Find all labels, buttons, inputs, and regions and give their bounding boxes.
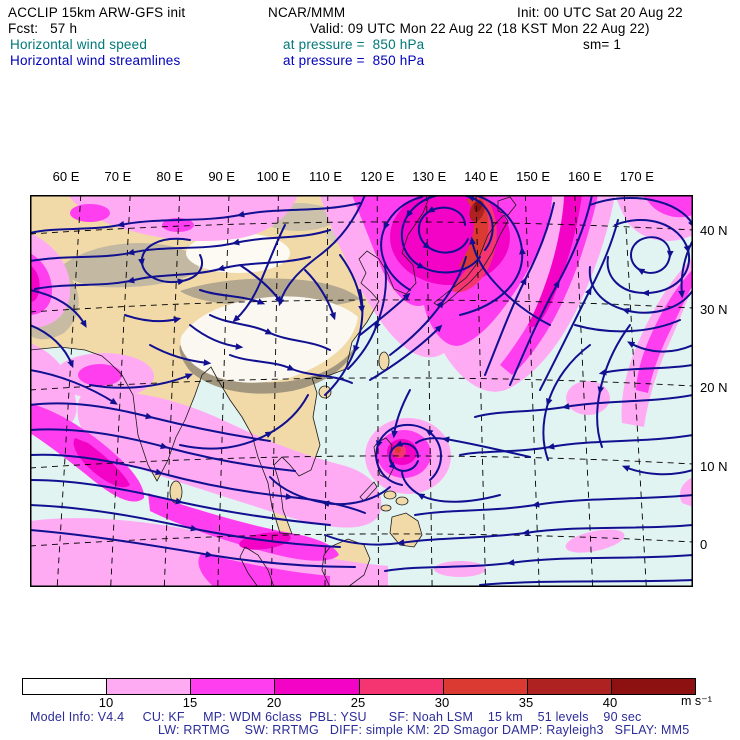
lon-tick-label: 160 E	[568, 169, 602, 184]
colorbar-tick-labels: 10 15 20 25 30 35 40	[22, 695, 694, 710]
field2-name: Horizontal wind streamlines	[10, 53, 181, 68]
lon-tick-label: 120 E	[360, 169, 395, 184]
valid-time: Valid: 09 UTC Mon 22 Aug 22 (18 KST Mon …	[310, 21, 650, 36]
colorbar-segment	[274, 679, 359, 694]
colorbar-tick: 40	[602, 695, 618, 710]
lon-tick-label: 110 E	[308, 169, 343, 184]
lon-tick-label: 80 E	[156, 169, 184, 184]
lat-tick-label: 10 N	[700, 458, 728, 474]
colorbar	[22, 678, 696, 695]
lat-tick-label: 30 N	[700, 301, 728, 317]
lat-tick-label: 40 N	[700, 223, 728, 238]
colorbar-segment	[442, 679, 527, 694]
longitude-axis: 60 E 70 E 80 E 90 E 100 E 110 E 120 E 130 E 140 …	[0, 169, 740, 185]
colorbar-tick: 30	[434, 695, 450, 710]
colorbar-units: m s⁻¹	[681, 694, 712, 708]
model-info-line2: LW: RRTMG SW: RRTMG DIFF: simple KM: 2D …	[158, 723, 690, 737]
colorbar-segment	[610, 679, 695, 694]
field1-level: at pressure = 850 hPa	[283, 37, 425, 52]
lat-tick-label: 0	[700, 537, 708, 552]
map-frame	[30, 195, 693, 587]
field1-name: Horizontal wind speed	[10, 37, 148, 52]
lon-tick-label: 100 E	[256, 169, 291, 184]
field2-level: at pressure = 850 hPa	[283, 53, 425, 68]
model-info-line1: Model Info: V4.4 CU: KF MP: WDM 6class P…	[30, 710, 642, 724]
smoothing-label: sm= 1	[583, 37, 622, 52]
colorbar-tick: 25	[350, 695, 366, 710]
model-title: ACCLIP 15km ARW-GFS init	[8, 5, 186, 20]
lon-tick-label: 70 E	[104, 169, 132, 184]
colorbar-tick: 10	[98, 695, 114, 710]
lon-tick-label: 140 E	[464, 169, 499, 184]
streamlines	[30, 195, 693, 586]
colorbar-segment	[106, 679, 191, 694]
lon-tick-label: 170 E	[619, 169, 654, 184]
colorbar-segment	[23, 679, 107, 694]
colorbar-segment	[526, 679, 611, 694]
lon-tick-label: 90 E	[208, 169, 236, 184]
center-name: NCAR/MMM	[268, 5, 346, 20]
colorbar-tick: 15	[182, 695, 198, 710]
colorbar-segment	[358, 679, 443, 694]
lon-tick-label: 60 E	[52, 169, 80, 184]
colorbar-tick: 20	[266, 695, 282, 710]
init-time: Init: 00 UTC Sat 20 Aug 22	[517, 5, 683, 20]
colorbar-segment	[190, 679, 275, 694]
lat-tick-label: 20 N	[700, 380, 728, 395]
latitude-axis: 40 N 30 N 20 N 10 N 0	[700, 0, 740, 740]
map-canvas	[30, 195, 693, 587]
colorbar-tick: 35	[518, 695, 534, 710]
lon-tick-label: 150 E	[516, 169, 551, 184]
lon-tick-label: 130 E	[412, 169, 447, 184]
forecast-hour: Fcst: 57 h	[8, 21, 78, 36]
